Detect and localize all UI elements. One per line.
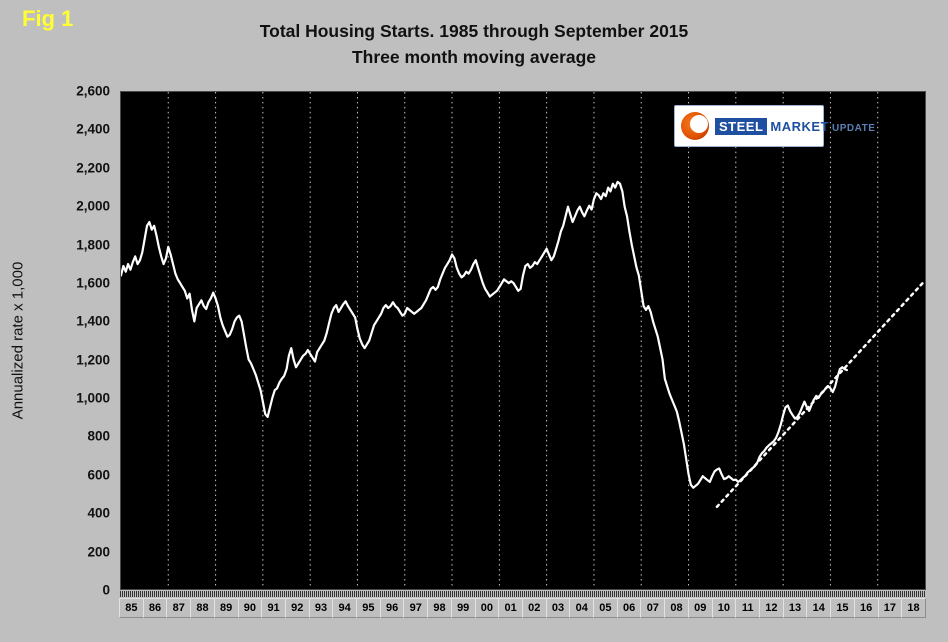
y-tick-label: 2,600 bbox=[76, 83, 110, 99]
x-tick-label: 08 bbox=[664, 598, 689, 618]
steel-market-update-logo: STEEL MARKET UPDATE bbox=[674, 105, 875, 147]
x-tick-label: 04 bbox=[569, 598, 595, 618]
y-tick-label: 800 bbox=[87, 428, 110, 444]
x-tick-label: 92 bbox=[284, 598, 310, 618]
y-tick-label: 1,000 bbox=[76, 390, 110, 406]
y-axis-title-wrap: Annualized rate x 1,000 bbox=[0, 91, 36, 590]
x-tick-label: 93 bbox=[308, 598, 334, 618]
x-tick-label: 99 bbox=[450, 598, 476, 618]
y-tick-label: 0 bbox=[102, 582, 110, 598]
x-tick-label: 91 bbox=[261, 598, 286, 618]
x-tick-label: 85 bbox=[119, 598, 144, 618]
x-tick-label: 05 bbox=[593, 598, 618, 618]
x-tick-label: 11 bbox=[735, 598, 760, 618]
x-tick-label: 13 bbox=[782, 598, 808, 618]
figure-number-label: Fig 1 bbox=[22, 6, 74, 31]
x-tick-label: 02 bbox=[521, 598, 547, 618]
smu-crescent-icon bbox=[681, 112, 709, 140]
x-tick-label: 89 bbox=[213, 598, 239, 618]
x-tick-label: 10 bbox=[711, 598, 737, 618]
x-tick-label: 07 bbox=[640, 598, 666, 618]
x-tick-label: 97 bbox=[403, 598, 429, 618]
smu-logo-text: STEEL MARKET UPDATE bbox=[715, 117, 876, 135]
x-tick-label: 94 bbox=[332, 598, 358, 618]
x-tick-label: 96 bbox=[379, 598, 405, 618]
x-tick-label: 87 bbox=[166, 598, 192, 618]
x-tick-label: 95 bbox=[356, 598, 381, 618]
smu-logo-steel: STEEL bbox=[715, 117, 768, 135]
y-tick-label: 1,800 bbox=[76, 237, 110, 253]
y-tick-label: 1,600 bbox=[76, 275, 110, 291]
x-tick-label: 12 bbox=[758, 598, 784, 618]
x-tick-label: 86 bbox=[142, 598, 168, 618]
smu-logo-update: UPDATE bbox=[832, 122, 876, 134]
x-axis-labels: 85 86 87 88 89 90 91 92 93 94 95 96 97 98 99 00 01 02 03 04… bbox=[119, 598, 926, 618]
chart-title-line1: Total Housing Starts. 1985 through Septe… bbox=[259, 21, 689, 41]
y-tick-label: 2,000 bbox=[76, 198, 110, 214]
x-tick-label: 15 bbox=[830, 598, 855, 618]
smu-logo-market: MARKET bbox=[770, 118, 830, 134]
x-tick-label: 18 bbox=[901, 598, 926, 618]
y-tick-label: 600 bbox=[87, 467, 110, 483]
x-tick-label: 03 bbox=[545, 598, 571, 618]
x-tick-label: 09 bbox=[687, 598, 713, 618]
x-tick-label: 90 bbox=[237, 598, 263, 618]
y-tick-label: 2,200 bbox=[76, 160, 110, 176]
x-tick-label: 88 bbox=[190, 598, 215, 618]
y-tick-label: 400 bbox=[87, 505, 110, 521]
x-tick-label: 01 bbox=[498, 598, 523, 618]
x-tick-label: 00 bbox=[474, 598, 500, 618]
chart-title-block: Total Housing Starts. 1985 through Septe… bbox=[0, 18, 948, 70]
chart-title-line2: Three month moving average bbox=[351, 47, 597, 67]
x-tick-label: 16 bbox=[853, 598, 879, 618]
x-tick-label: 98 bbox=[427, 598, 452, 618]
x-tick-label: 06 bbox=[616, 598, 642, 618]
y-tick-label: 2,400 bbox=[76, 121, 110, 137]
chart-plot-svg bbox=[121, 92, 925, 589]
y-tick-label: 200 bbox=[87, 544, 110, 560]
y-axis-title: Annualized rate x 1,000 bbox=[9, 261, 27, 420]
y-axis-labels: 0 200 400 600 800 1,000 1,200 1,400 1,600 1,800 2,… bbox=[48, 84, 112, 598]
x-axis-minor-ticks bbox=[120, 591, 926, 597]
x-tick-label: 17 bbox=[877, 598, 903, 618]
plot-area: STEEL MARKET UPDATE bbox=[120, 91, 926, 590]
y-tick-label: 1,400 bbox=[76, 313, 110, 329]
x-tick-label: 14 bbox=[806, 598, 832, 618]
y-tick-label: 1,200 bbox=[76, 352, 110, 368]
